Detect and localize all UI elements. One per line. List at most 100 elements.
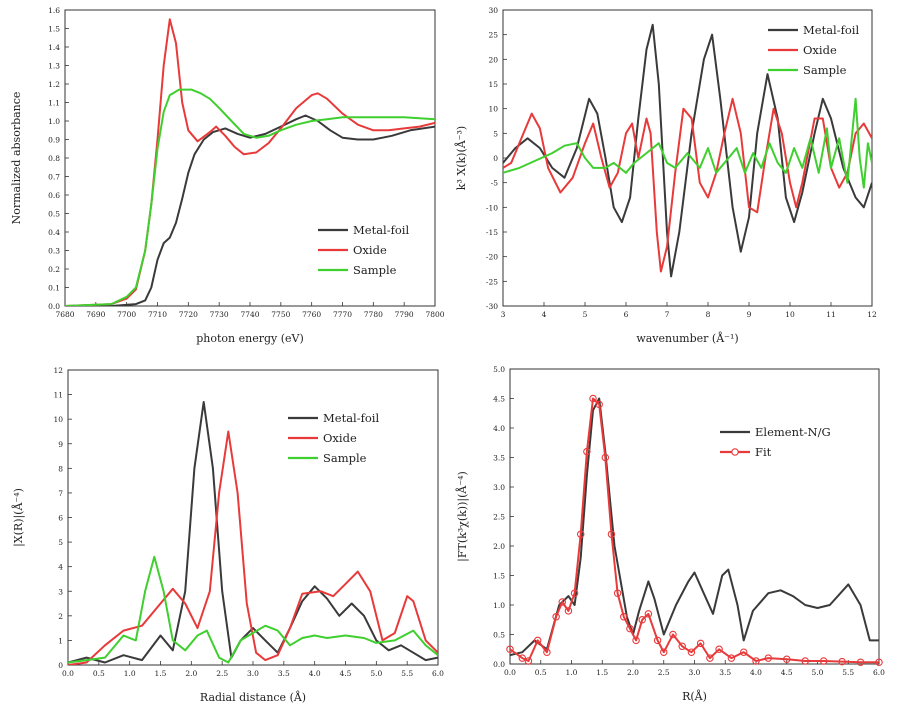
legend-label: Metal-foil xyxy=(323,411,379,425)
y-tick-label: 8 xyxy=(58,464,63,473)
y-tick-label: 0.3 xyxy=(48,247,60,256)
fit-point-marker xyxy=(875,658,883,666)
legend-label: Oxide xyxy=(323,431,357,445)
y-tick-label: 0 xyxy=(493,154,498,163)
series-line-metal-foil xyxy=(68,401,438,664)
legend-label: Oxide xyxy=(353,243,387,257)
series-line-sample xyxy=(503,97,872,189)
x-tick-label: 1.5 xyxy=(596,668,608,677)
y-tick-label: 3 xyxy=(58,587,63,596)
y-tick-label: 1.3 xyxy=(48,62,60,71)
x-tick-label: 6 xyxy=(624,310,629,319)
y-tick-label: 5 xyxy=(493,129,498,138)
fit-point-marker xyxy=(564,607,573,615)
fit-point-marker xyxy=(533,636,542,645)
legend-label: Sample xyxy=(323,451,367,465)
fit-point-marker xyxy=(626,624,634,633)
x-tick-label: 1.0 xyxy=(124,669,136,678)
x-tick-label: 0.0 xyxy=(504,668,516,677)
x-tick-label: 3.0 xyxy=(689,668,701,677)
y-tick-label: 7 xyxy=(58,489,63,498)
fit-point-marker xyxy=(782,655,791,664)
y-tick-label: 1 xyxy=(58,636,63,645)
y-axis-label: |X(R)|(Å⁻⁴) xyxy=(11,488,26,547)
y-tick-label: 9 xyxy=(58,440,63,449)
fit-point-marker xyxy=(576,530,585,538)
y-tick-label: 0.5 xyxy=(493,631,505,640)
series-line-oxide xyxy=(68,430,438,665)
y-tick-label: 0 xyxy=(58,661,63,670)
y-tick-label: 2.0 xyxy=(493,542,505,551)
y-tick-label: 5 xyxy=(58,538,63,547)
x-tick-label: 7680 xyxy=(55,310,74,319)
x-tick-label: 0.5 xyxy=(535,668,547,677)
fit-point-marker xyxy=(607,530,616,538)
fit-point-marker xyxy=(613,589,622,597)
legend-label: Metal-foil xyxy=(353,223,409,237)
x-tick-label: 5 xyxy=(583,310,588,319)
y-tick-label: 25 xyxy=(488,31,498,40)
x-tick-label: 7710 xyxy=(148,310,167,319)
x-tick-label: 3 xyxy=(501,310,506,319)
y-tick-label: 1.4 xyxy=(48,43,60,52)
series-line-metal-foil xyxy=(65,114,435,306)
legend-label: Fit xyxy=(755,445,772,459)
series-line-sample xyxy=(65,88,435,306)
x-tick-label: 5.0 xyxy=(370,669,382,678)
x-tick-label: 12 xyxy=(867,310,877,319)
x-tick-label: 9 xyxy=(747,310,752,319)
y-tick-label: 0.0 xyxy=(48,302,60,311)
x-tick-label: 7720 xyxy=(179,310,198,319)
fit-point-marker xyxy=(752,657,760,665)
y-tick-label: 12 xyxy=(53,366,63,375)
y-tick-label: 4.0 xyxy=(493,424,505,433)
fit-point-marker xyxy=(819,657,828,665)
fit-point-marker xyxy=(678,642,686,651)
y-tick-label: 0.8 xyxy=(48,154,60,163)
y-tick-label: 1.1 xyxy=(48,99,60,108)
fit-point-marker xyxy=(632,636,640,645)
legend-label: Oxide xyxy=(803,43,837,57)
x-tick-label: 3.5 xyxy=(719,668,731,677)
fit-point-marker xyxy=(570,589,579,597)
y-tick-label: 0.2 xyxy=(48,265,60,274)
fit-point-marker xyxy=(620,613,628,621)
fit-point-marker xyxy=(543,648,551,656)
x-tick-label: 5.0 xyxy=(812,668,824,677)
x-tick-label: 7750 xyxy=(271,310,290,319)
y-tick-label: -20 xyxy=(486,253,498,262)
x-axis-label: wavenumber (Å⁻¹) xyxy=(636,331,738,345)
y-tick-label: 15 xyxy=(488,80,498,89)
y-tick-label: 0.9 xyxy=(48,136,60,145)
fit-point-marker xyxy=(518,654,527,662)
x-tick-label: 7790 xyxy=(395,310,414,319)
chart-panel-p2: 3 4 5 6 7 8 9 10 11 12 -30 -25 -20 -15 -10 -5 0 5 10 15 20 25… xyxy=(454,6,877,345)
x-tick-label: 7730 xyxy=(210,310,229,319)
x-tick-label: 0.5 xyxy=(93,669,105,678)
x-tick-label: 2.5 xyxy=(216,669,228,678)
y-tick-label: 11 xyxy=(53,391,63,400)
chart-panel-p3: 0.0 0.5 1.0 1.5 2.0 2.5 3.0 3.5 4.0 4.5 5.0 5.5 6.0 0… xyxy=(11,366,444,704)
x-tick-label: 2.0 xyxy=(185,669,197,678)
x-tick-label: 1.5 xyxy=(155,669,167,678)
x-tick-label: 11 xyxy=(826,310,836,319)
y-tick-label: -25 xyxy=(486,277,498,286)
x-tick-label: 2.5 xyxy=(658,668,670,677)
y-tick-label: 30 xyxy=(488,6,498,15)
series-line-metal-foil xyxy=(503,23,872,278)
y-axis-label: Normalized absorbance xyxy=(10,92,23,225)
series-line-sample xyxy=(68,555,438,664)
x-tick-label: 6.0 xyxy=(432,669,444,678)
x-tick-label: 5.5 xyxy=(401,669,413,678)
x-tick-label: 5.5 xyxy=(842,668,854,677)
x-tick-label: 0.0 xyxy=(62,669,74,678)
fit-point-marker xyxy=(524,657,533,665)
x-tick-label: 7740 xyxy=(240,310,259,319)
x-axis-label: photon energy (eV) xyxy=(196,332,304,345)
fit-point-marker xyxy=(838,657,846,666)
x-tick-label: 3.0 xyxy=(247,669,259,678)
fit-point-marker xyxy=(558,598,567,606)
x-axis-label: R(Å) xyxy=(682,689,707,703)
legend-marker xyxy=(731,448,739,456)
